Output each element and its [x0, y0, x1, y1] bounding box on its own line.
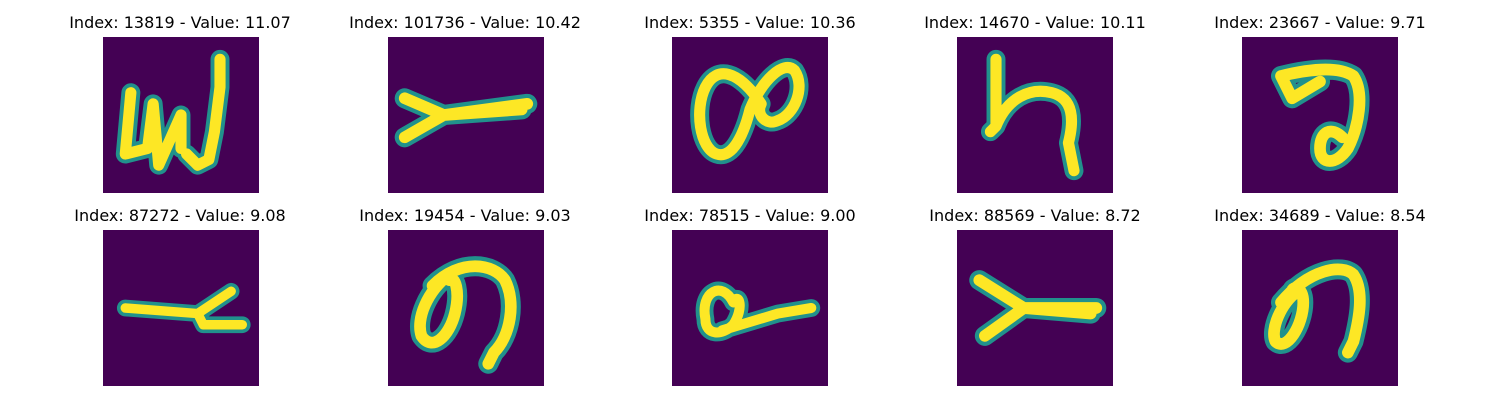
digit-image-t-like-glyph	[103, 230, 259, 386]
panel-title: Index: 23667 - Value: 9.71	[1214, 13, 1426, 32]
panel-title: Index: 87272 - Value: 9.08	[74, 206, 286, 225]
digit-image-y-like-glyph	[957, 230, 1113, 386]
digit-image-hook-glyph	[1242, 37, 1398, 193]
panel-title: Index: 5355 - Value: 10.36	[644, 13, 856, 32]
digit-image-w-like-glyph	[103, 37, 259, 193]
digit-image-infinity-glyph	[672, 37, 828, 193]
panel-title: Index: 78515 - Value: 9.00	[644, 206, 856, 225]
panel-title: Index: 14670 - Value: 10.11	[924, 13, 1146, 32]
panel-title: Index: 19454 - Value: 9.03	[359, 206, 571, 225]
panel-title: Index: 34689 - Value: 8.54	[1214, 206, 1426, 225]
digit-image-y-like-glyph	[388, 37, 544, 193]
digit-image-h-like-glyph	[957, 37, 1113, 193]
digit-image-small-loop-glyph	[672, 230, 828, 386]
panel-title: Index: 88569 - Value: 8.72	[929, 206, 1141, 225]
panel-title: Index: 13819 - Value: 11.07	[69, 13, 291, 32]
panel-title: Index: 101736 - Value: 10.42	[349, 13, 581, 32]
digit-image-loop-glyph	[1242, 230, 1398, 386]
digit-image-loop-glyph	[388, 230, 544, 386]
